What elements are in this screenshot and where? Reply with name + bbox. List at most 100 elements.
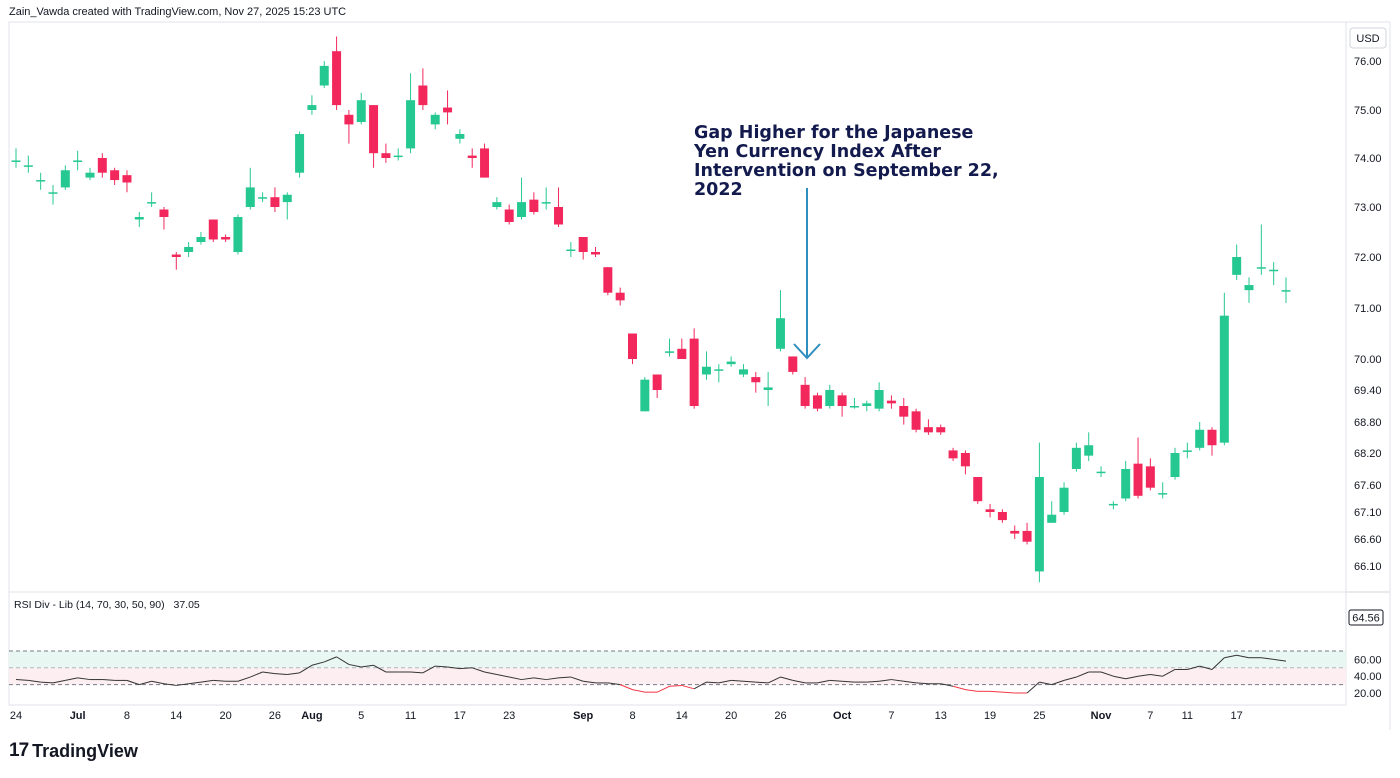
rsi-line-segment (1063, 676, 1077, 681)
rsi-line-segment (324, 656, 337, 663)
time-tick-label: 11 (1182, 710, 1193, 722)
candle-body (23, 165, 33, 167)
candle (837, 392, 847, 417)
rsi-line-segment (15, 679, 29, 681)
price-axis[interactable]: 76.00 75.00 74.00 73.00 72.00 71.00 70.00 69.40… (1354, 56, 1382, 573)
candle (911, 408, 921, 433)
rsi-line-segment (792, 679, 806, 684)
candle (344, 110, 354, 144)
candle (899, 398, 909, 425)
candle-body (1133, 463, 1143, 496)
candle-body (677, 348, 687, 359)
candle (1133, 437, 1143, 499)
rsi-line-segment (176, 683, 189, 686)
candle-body (899, 406, 909, 417)
annotation-arrow-head (793, 343, 821, 360)
candle-body (1170, 453, 1180, 477)
rsi-line-segment (583, 680, 596, 684)
rsi-line-segment (213, 679, 226, 682)
rsi-line-segment (1273, 658, 1287, 662)
candle-body (1047, 514, 1057, 523)
rsi-line-segment (731, 679, 744, 682)
rsi-line-segment (410, 671, 423, 674)
rsi-line-segment (361, 664, 374, 668)
candle (800, 377, 810, 409)
annotation-text[interactable]: Gap Higher for the Japanese Yen Currency… (693, 123, 1005, 200)
rsi-line-segment (496, 674, 510, 678)
candle-body (1108, 503, 1118, 506)
candle-body (406, 100, 416, 149)
candle (652, 374, 662, 398)
rsi-line-segment (718, 679, 732, 684)
candle-body (319, 65, 329, 86)
candle (23, 155, 33, 173)
candle (517, 177, 527, 220)
rsi-line-segment (435, 665, 448, 668)
candle (245, 167, 255, 210)
candle-body (591, 252, 601, 255)
rsi-line-segment (706, 681, 719, 684)
candle-body (60, 170, 70, 188)
candle (973, 477, 983, 504)
tradingview-logo-text: TradingView (32, 740, 138, 761)
candle-body (812, 395, 822, 409)
rsi-axis: 60.00 40.00 20.00 (1354, 654, 1382, 700)
candle-body (36, 180, 46, 182)
time-tick-label: 26 (774, 710, 786, 722)
candle-body (122, 175, 132, 183)
candle-body (1071, 447, 1081, 469)
candle-body (948, 450, 958, 459)
rsi-line-segment (916, 682, 929, 685)
time-axis[interactable]: 24 Jul 8 14 20 26 Aug 5 11 17 23 Sep 8 14 20 26 Oct 7 13 19… (10, 710, 1243, 722)
candle (960, 450, 970, 475)
candle-body (936, 427, 946, 433)
candle-body (701, 366, 711, 375)
time-tick-label: 8 (124, 710, 130, 722)
candle-body (862, 403, 872, 406)
rsi-line-segment (447, 666, 460, 670)
candle (591, 247, 601, 257)
candle (751, 371, 761, 393)
candle (1269, 262, 1279, 286)
time-tick-label: 7 (1147, 710, 1153, 722)
candle-body (1182, 450, 1192, 452)
candle-body (455, 134, 465, 139)
candle-body (960, 453, 970, 467)
chart-credit: Zain_Vawda created with TradingView.com,… (9, 6, 347, 18)
candle-body (541, 202, 551, 204)
candle-body (775, 318, 785, 349)
candle-body (1281, 290, 1291, 292)
candle-body (492, 202, 502, 207)
rsi-tick-label: 40.00 (1354, 671, 1382, 683)
time-tick-label: 8 (629, 710, 635, 722)
time-tick-label: Aug (301, 710, 322, 722)
rsi-line-segment (52, 679, 66, 684)
candle (985, 503, 995, 518)
candle-body (997, 512, 1007, 521)
rsi-line-segment (1100, 671, 1114, 677)
main-pane-frame (8, 21, 1347, 593)
price-tick-label: 68.20 (1354, 448, 1382, 460)
candle (997, 509, 1007, 523)
price-tick-label: 70.00 (1354, 354, 1382, 366)
rsi-tick-label: 60.00 (1354, 654, 1382, 666)
candle (443, 90, 453, 125)
candle (825, 384, 835, 409)
price-tick-label: 72.00 (1354, 252, 1382, 264)
candle-body (738, 369, 748, 375)
candle (603, 267, 613, 296)
rsi-line-segment (28, 679, 41, 683)
candle-body (221, 237, 231, 240)
rsi-line-segment (607, 682, 621, 686)
rsi-line-segment (570, 676, 584, 682)
time-tick-label: Nov (1091, 710, 1113, 722)
rsi-line-segment (336, 656, 350, 665)
candle (258, 192, 268, 203)
rsi-line-segment (619, 684, 633, 691)
candle-body (504, 209, 514, 222)
rsi-line-segment (459, 667, 473, 670)
tradingview-logo[interactable]: 17 TradingView (9, 740, 138, 762)
currency-badge[interactable] (1349, 27, 1387, 49)
candle (1207, 427, 1217, 456)
